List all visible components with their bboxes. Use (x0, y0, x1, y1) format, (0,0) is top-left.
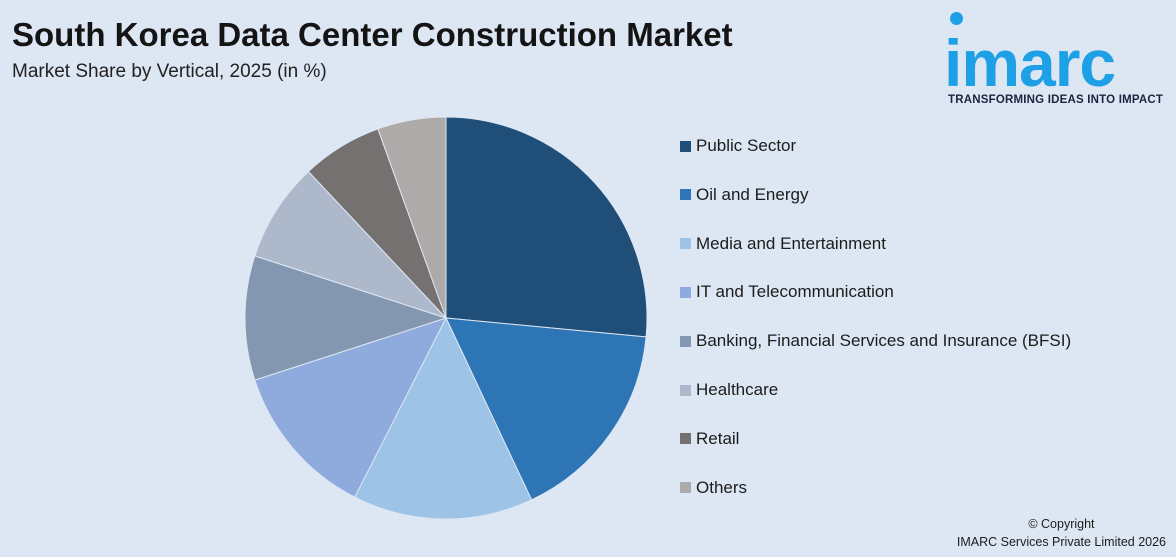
legend-swatch (680, 335, 691, 347)
legend-label: Retail (696, 428, 740, 448)
legend-swatch (680, 238, 691, 250)
pie-slice-public-sector (445, 116, 648, 338)
legend-item-oil-and-energy: Oil and Energy (680, 183, 808, 207)
logo-wordmark: imarc (944, 26, 1116, 100)
legend-item-retail: Retail (680, 427, 739, 451)
page-subtitle: Market Share by Vertical, 2025 (in %) (12, 61, 327, 82)
copyright-notice: © Copyright IMARC Services Private Limit… (957, 515, 1166, 551)
legend-label: Others (696, 477, 748, 497)
imarc-logo: imarc TRANSFORMING IDEAS INTO IMPACT (944, 12, 1170, 112)
legend-item-media-and-entertainment: Media and Entertainment (680, 232, 886, 256)
legend-swatch (680, 482, 691, 494)
legend-item-healthcare: Healthcare (680, 378, 778, 402)
legend-swatch (680, 140, 691, 152)
legend-label: Media and Entertainment (696, 233, 886, 253)
legend-swatch (680, 189, 691, 201)
legend-label: Healthcare (696, 380, 779, 399)
legend-label: Banking, Financial Services and Insuranc… (696, 331, 1072, 351)
pie-slice-banking-financial-services-and-insurance-bfsi (244, 255, 448, 381)
logo-dot-icon (950, 12, 963, 25)
pie-slice-oil-and-energy (445, 317, 647, 501)
copyright-line-2: IMARC Services Private Limited 2026 (956, 535, 1166, 549)
legend-item-others: Others (680, 476, 747, 500)
pie-slice-media-and-entertainment (354, 316, 533, 520)
legend-swatch (680, 286, 691, 298)
legend-swatch (680, 433, 691, 445)
pie-chart (244, 116, 648, 520)
legend-swatch (680, 384, 691, 396)
legend-item-it-and-telecommunication: IT and Telecommunication (680, 280, 894, 304)
legend-label: Public Sector (696, 136, 797, 155)
legend-label: IT and Telecommunication (696, 282, 894, 302)
pie-slice-healthcare (254, 170, 447, 319)
page-title: South Korea Data Center Construction Mar… (12, 16, 733, 53)
legend-item-banking-financial-services-and-insurance-bfsi: Banking, Financial Services and Insuranc… (680, 329, 1071, 353)
pie-slice-others (377, 116, 447, 319)
legend-item-public-sector: Public Sector (680, 134, 796, 158)
copyright-line-1: © Copyright (1028, 517, 1095, 531)
legend-label: Oil and Energy (696, 184, 809, 204)
logo-tagline: TRANSFORMING IDEAS INTO IMPACT (948, 94, 1164, 106)
pie-slice-it-and-telecommunication (254, 317, 447, 498)
